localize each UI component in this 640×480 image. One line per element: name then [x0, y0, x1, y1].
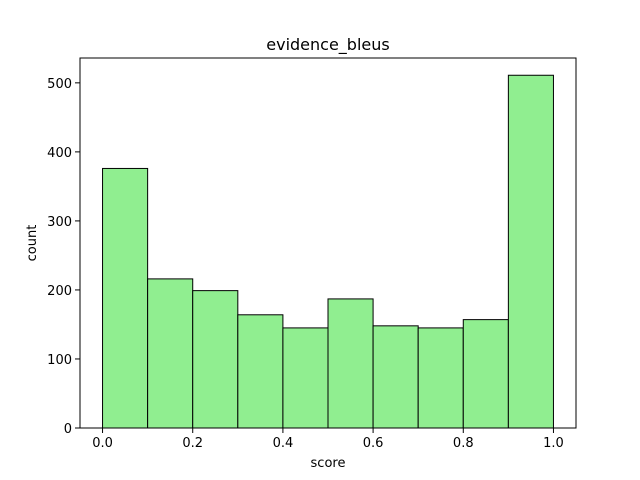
y-axis-ticks: 0 100 200 300 400 500 — [47, 77, 80, 437]
x-tick-label: 0.2 — [182, 436, 203, 451]
axes-frame — [79, 57, 577, 429]
y-tick-label: 200 — [47, 284, 72, 299]
bars-group — [102, 74, 554, 429]
histogram-bar — [147, 278, 194, 429]
chart-title: evidence_bleus — [266, 35, 389, 55]
histogram-bar — [192, 290, 239, 429]
y-tick-label: 500 — [47, 77, 72, 92]
histogram-bar — [102, 167, 149, 429]
x-axis-ticks: 0.0 0.2 0.4 0.6 0.8 1.0 — [92, 428, 564, 451]
histogram-bar — [282, 327, 329, 429]
x-tick-label: 0.0 — [92, 436, 113, 451]
y-tick-label: 400 — [47, 146, 72, 161]
histogram-bar — [237, 314, 284, 429]
x-tick-label: 0.4 — [273, 436, 294, 451]
x-tick-label: 0.6 — [363, 436, 384, 451]
y-tick-label: 0 — [64, 422, 72, 437]
x-tick-label: 1.0 — [543, 436, 564, 451]
histogram-bar — [327, 298, 374, 429]
histogram-bar — [372, 325, 419, 429]
histogram-bar — [462, 319, 509, 429]
histogram-bar — [507, 74, 554, 429]
y-axis-label: count — [25, 225, 40, 262]
y-tick-label: 100 — [47, 353, 72, 368]
y-tick-label: 300 — [47, 215, 72, 230]
x-axis-label: score — [311, 456, 346, 471]
histogram-bar — [417, 327, 464, 429]
x-tick-label: 0.8 — [453, 436, 474, 451]
